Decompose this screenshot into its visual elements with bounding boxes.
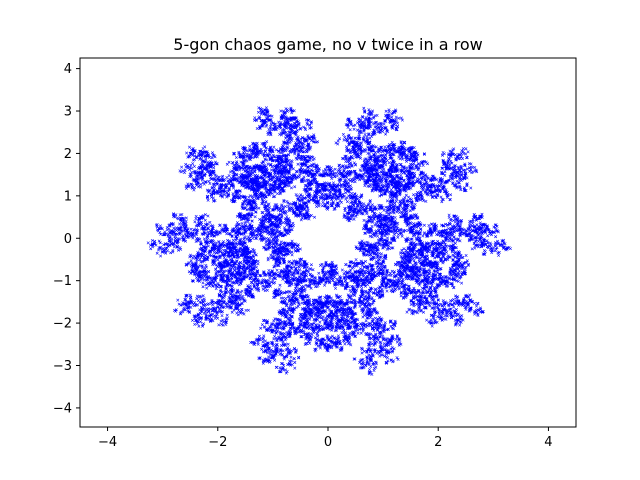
x-tick-label: −2: [208, 435, 227, 450]
x-tick-label: 4: [544, 435, 552, 450]
y-tick-label: 1: [64, 189, 72, 204]
scatter-markers: [146, 106, 512, 376]
x-tick-label: 2: [434, 435, 442, 450]
y-tick-label: 3: [64, 105, 72, 120]
x-axis: −4 −2 0 2 4: [98, 427, 553, 450]
scatter-points: [146, 106, 512, 376]
y-tick-label: −1: [53, 274, 72, 289]
y-tick-label: −4: [53, 401, 72, 416]
x-tick-label: 0: [324, 435, 332, 450]
y-tick-label: −3: [53, 359, 72, 374]
x-tick-label: −4: [98, 435, 117, 450]
y-tick-label: 0: [64, 232, 72, 247]
y-axis: −4 −3 −2 −1 0 1 2 3 4: [53, 62, 80, 416]
y-tick-label: −2: [53, 317, 72, 332]
chart-title: 5-gon chaos game, no v twice in a row: [173, 35, 482, 54]
y-tick-label: 2: [64, 147, 72, 162]
y-tick-label: 4: [64, 62, 72, 77]
